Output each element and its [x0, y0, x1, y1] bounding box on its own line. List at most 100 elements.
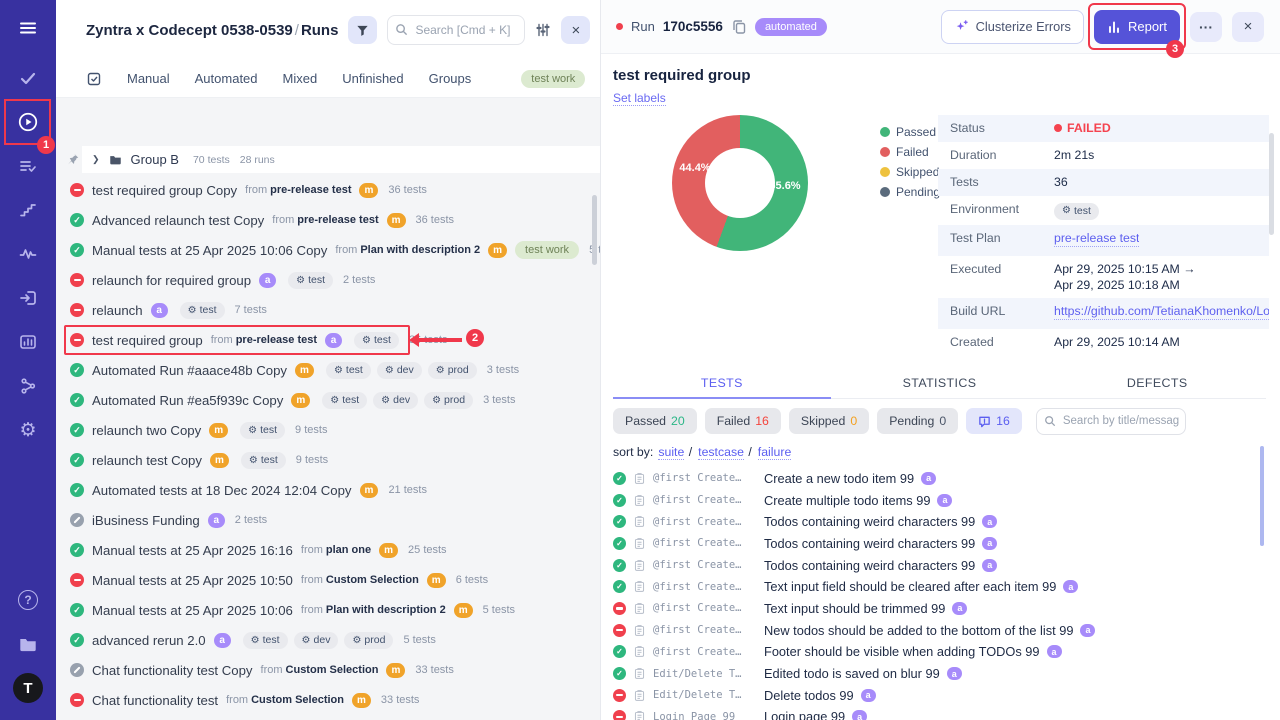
- run-title: Manual tests at 25 Apr 2025 10:50: [92, 572, 293, 588]
- tests-search-input[interactable]: [1035, 407, 1186, 435]
- runs-filter-tab[interactable]: Automated: [194, 70, 258, 86]
- clusterize-errors-button[interactable]: Clusterize Errors: [940, 9, 1084, 44]
- steps-icon[interactable]: [8, 188, 48, 232]
- copy-icon[interactable]: [731, 19, 747, 35]
- runs-filter-tab[interactable]: Unfinished: [342, 70, 404, 86]
- pin-icon[interactable]: [66, 152, 80, 171]
- chevron-right-icon[interactable]: ❯: [92, 154, 100, 164]
- test-row[interactable]: Edit/Delete T… Delete todos 99 a: [613, 684, 1266, 706]
- detail-tab[interactable]: TESTS: [613, 370, 831, 399]
- detail-tab[interactable]: STATISTICS: [902, 375, 977, 390]
- test-row[interactable]: @first Create… Text input should be trim…: [613, 598, 1266, 620]
- gear-icon[interactable]: ⚙: [19, 418, 37, 441]
- close-runs-panel-button[interactable]: ×: [561, 16, 591, 44]
- run-list-item[interactable]: Manual tests at 25 Apr 2025 10:50 from Cu…: [70, 565, 600, 595]
- message-icon: [979, 416, 990, 427]
- set-labels-link[interactable]: Set labels: [613, 91, 666, 106]
- test-row[interactable]: Login Page 99 Login page 99 a: [613, 706, 1266, 720]
- test-suite: @first Create…: [653, 580, 742, 593]
- test-row[interactable]: @first Create… Create a new todo item 99…: [613, 468, 1266, 490]
- run-list-item[interactable]: Manual tests at 25 Apr 2025 10:06 Copy f…: [70, 235, 600, 265]
- group-row[interactable]: ❯ Group B 70 tests 28 runs: [82, 146, 600, 173]
- test-suite: @first Create…: [653, 472, 742, 485]
- status-filter-pill[interactable]: Pending 0: [877, 408, 959, 434]
- test-type-badge: a: [982, 515, 998, 529]
- search-input[interactable]: [387, 15, 526, 45]
- environment-badge: ⚙ test: [240, 451, 286, 469]
- run-type-badge: a: [150, 302, 168, 318]
- test-row[interactable]: Edit/Delete T… Edited todo is saved on b…: [613, 663, 1266, 685]
- test-title: Edited todo is saved on blur 99: [764, 666, 940, 682]
- status-filter-pill[interactable]: Failed 16: [704, 408, 781, 434]
- close-detail-button[interactable]: ×: [1232, 11, 1264, 42]
- run-list-item[interactable]: Automated Run #ea5f939c Copy from m ⚙tes…: [70, 385, 600, 415]
- run-plan-name: Custom Selection: [251, 694, 344, 706]
- runs-filter-tab[interactable]: Groups: [428, 70, 472, 86]
- run-list-item[interactable]: iBusiness Funding from a 2 tests: [70, 505, 600, 535]
- test-row[interactable]: @first Create… Todos containing weird ch…: [613, 511, 1266, 533]
- filter-tag-test-work[interactable]: test work: [521, 69, 586, 88]
- messages-filter-pill[interactable]: 16: [966, 408, 1022, 434]
- run-list-item[interactable]: relaunch test Copy from m ⚙test 9 tests: [70, 445, 600, 475]
- environment-badge: ⚙ test: [322, 391, 368, 409]
- run-list-item[interactable]: relaunch two Copy from m ⚙test 9 tests: [70, 415, 600, 445]
- run-list-item[interactable]: test required group Copy from pre-release…: [70, 175, 600, 205]
- sort-option[interactable]: testcase: [698, 444, 744, 460]
- detail-link[interactable]: https://github.com/TetianaKhomenko/Lo...: [1054, 303, 1269, 320]
- filter-funnel-button[interactable]: [348, 16, 378, 44]
- import-icon[interactable]: [8, 276, 48, 320]
- run-list-item[interactable]: Advanced relaunch test Copy frompre-rele…: [70, 205, 600, 235]
- runs-panel: Zyntra x Codecept 0538-0539/Runs × Manua…: [56, 0, 600, 720]
- run-label: Run: [631, 19, 655, 34]
- test-row[interactable]: @first Create… Footer should be visible …: [613, 641, 1266, 663]
- check-icon[interactable]: [8, 56, 48, 100]
- runs-scrollbar[interactable]: [592, 195, 597, 265]
- tests-scrollbar[interactable]: [1260, 446, 1264, 546]
- runs-play-icon[interactable]: [8, 100, 48, 144]
- run-list-item[interactable]: Chat functionality test from Custom Selec…: [70, 685, 600, 715]
- test-status-icon: [613, 623, 626, 637]
- run-list-item[interactable]: Manual tests at 25 Apr 2025 10:06 fromPl…: [70, 595, 600, 625]
- run-list-item[interactable]: Automated Run #aaace48b Copy from m ⚙tes…: [70, 355, 600, 385]
- help-icon[interactable]: ?: [8, 578, 48, 622]
- test-list-icon[interactable]: [8, 144, 48, 188]
- analytics-icon[interactable]: [8, 320, 48, 364]
- test-row[interactable]: @first Create… Create multiple todo item…: [613, 489, 1266, 511]
- status-filter-pill[interactable]: Passed 20: [613, 408, 697, 434]
- close-icon: ×: [571, 21, 581, 39]
- status-filter-pill[interactable]: Skipped 0: [788, 408, 870, 434]
- test-row[interactable]: @first Create… Todos containing weird ch…: [613, 554, 1266, 576]
- run-list-item[interactable]: advanced rerun 2.0 from a ⚙test⚙dev⚙prod…: [70, 625, 600, 655]
- run-list-item[interactable]: Chat functionality test Copy from Custom …: [70, 655, 600, 685]
- adjustments-icon[interactable]: [535, 22, 551, 38]
- sort-option[interactable]: failure: [757, 444, 792, 460]
- run-list-item[interactable]: relaunch for required group from a ⚙test…: [70, 265, 600, 295]
- runs-filter-tab[interactable]: Manual: [127, 70, 170, 86]
- gear-icon: ⚙: [248, 454, 258, 466]
- avatar[interactable]: T: [8, 666, 48, 710]
- environment-badge: ⚙ test: [288, 271, 333, 289]
- run-title: relaunch test Copy: [92, 452, 202, 468]
- clipboard-icon: [634, 538, 645, 549]
- pulse-icon[interactable]: [8, 232, 48, 276]
- detail-tab[interactable]: DEFECTS: [1126, 375, 1188, 390]
- run-list-item[interactable]: Automated tests at 18 Dec 2024 12:04 Cop…: [70, 475, 600, 505]
- test-row[interactable]: @first Create… Todos containing weird ch…: [613, 533, 1266, 555]
- detail-row: Created Apr 29, 2025 10:14 AM Apr 29, 20…: [938, 329, 1269, 356]
- select-all-icon[interactable]: [86, 71, 102, 87]
- report-button[interactable]: Report: [1093, 9, 1180, 44]
- runs-filter-tab[interactable]: Mixed: [282, 70, 318, 86]
- detail-link[interactable]: pre-release test: [1054, 230, 1140, 247]
- more-actions-button[interactable]: ···: [1190, 11, 1222, 42]
- test-row[interactable]: @first Create… Text input field should b…: [613, 576, 1266, 598]
- menu-icon[interactable]: [8, 8, 48, 48]
- projects-folder-icon[interactable]: [8, 622, 48, 666]
- run-list-item[interactable]: test required group from pre-release test…: [70, 325, 600, 355]
- sort-option[interactable]: suite: [658, 444, 685, 460]
- test-row[interactable]: @first Create… New todos should be added…: [613, 619, 1266, 641]
- detail-value: Apr 29, 2025 10:14 AM: [1054, 334, 1180, 349]
- run-list-item[interactable]: relaunch from a ⚙test 7 tests: [70, 295, 600, 325]
- detail-scrollbar[interactable]: [1269, 133, 1274, 235]
- branch-icon[interactable]: [8, 364, 48, 408]
- run-list-item[interactable]: Manual tests at 25 Apr 2025 16:16 frompl…: [70, 535, 600, 565]
